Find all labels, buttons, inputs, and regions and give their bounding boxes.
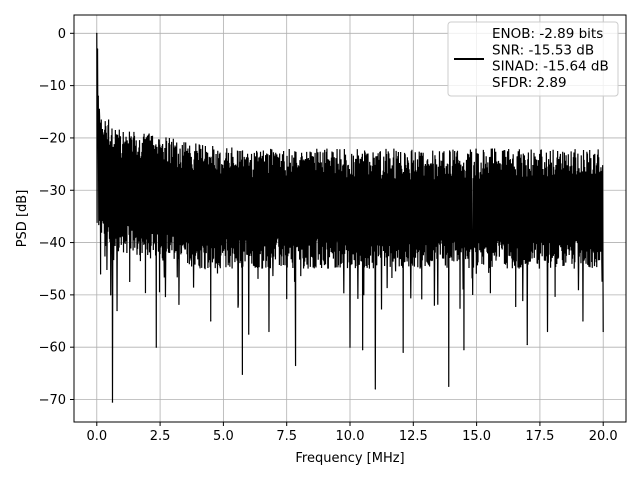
- legend-sinad: SINAD: -15.64 dB: [492, 59, 609, 75]
- psd-spike-point: [210, 320, 212, 322]
- psd-spike-point: [248, 333, 250, 335]
- x-tick-label: 15.0: [462, 429, 491, 444]
- psd-spike-point: [97, 95, 99, 97]
- psd-spike-point: [463, 349, 465, 351]
- psd-spike-point: [294, 364, 297, 367]
- y-tick-label: −50: [39, 288, 66, 303]
- legend-sfdr: SFDR: 2.89: [492, 75, 567, 91]
- legend-enob: ENOB: -2.89 bits: [492, 26, 603, 42]
- x-tick-label: 5.0: [213, 429, 234, 444]
- psd-spike-point: [155, 346, 157, 348]
- psd-spike-point: [268, 330, 270, 333]
- psd-spike-point: [111, 401, 114, 403]
- psd-spike-point: [526, 343, 528, 346]
- psd-spike-point: [402, 351, 404, 354]
- psd-spike-point: [349, 346, 351, 348]
- psd-spike-point: [241, 373, 243, 375]
- x-axis-ticks: 0.0 2.5 5.0 7.5 10.0 12.5 15.0 17.5 20.0: [86, 422, 618, 444]
- psd-spike-point: [362, 349, 364, 351]
- psd-spike-point: [116, 309, 118, 312]
- legend: ENOB: -2.89 bits SNR: -15.53 dB SINAD: -…: [447, 21, 619, 97]
- x-tick-label: 2.5: [150, 429, 171, 444]
- y-tick-label: −30: [39, 184, 66, 199]
- psd-spike-point: [96, 32, 98, 34]
- x-tick-label: 10.0: [336, 429, 365, 444]
- x-tick-label: 12.5: [399, 429, 428, 444]
- legend-box: [447, 21, 619, 97]
- x-axis-label: Frequency [MHz]: [295, 451, 404, 466]
- psd-spike-point: [98, 108, 100, 110]
- x-tick-label: 17.5: [525, 429, 554, 444]
- x-tick-label: 0.0: [86, 429, 107, 444]
- psd-spike-point: [448, 385, 450, 388]
- y-tick-label: −70: [39, 393, 66, 408]
- y-axis-ticks: 0 −10 −20 −30 −40 −50 −60 −70: [39, 27, 74, 408]
- y-tick-label: 0: [58, 27, 66, 42]
- psd-spike-point: [546, 330, 549, 333]
- series-line-group: [96, 32, 604, 403]
- x-tick-label: 20.0: [589, 429, 618, 444]
- psd-spike-point: [96, 48, 99, 50]
- psd-spike-point: [602, 330, 604, 333]
- y-tick-label: −20: [39, 131, 66, 146]
- y-tick-label: −60: [39, 341, 66, 356]
- psd-spike-point: [582, 320, 584, 322]
- psd-spike-point: [110, 294, 112, 296]
- y-axis-label: PSD [dB]: [15, 190, 30, 248]
- x-tick-label: 7.5: [276, 429, 297, 444]
- psd-spike-point: [374, 388, 376, 390]
- psd-spike-point: [99, 273, 102, 275]
- y-tick-label: −10: [39, 79, 66, 94]
- y-tick-label: −40: [39, 236, 66, 251]
- legend-snr: SNR: -15.53 dB: [492, 42, 594, 58]
